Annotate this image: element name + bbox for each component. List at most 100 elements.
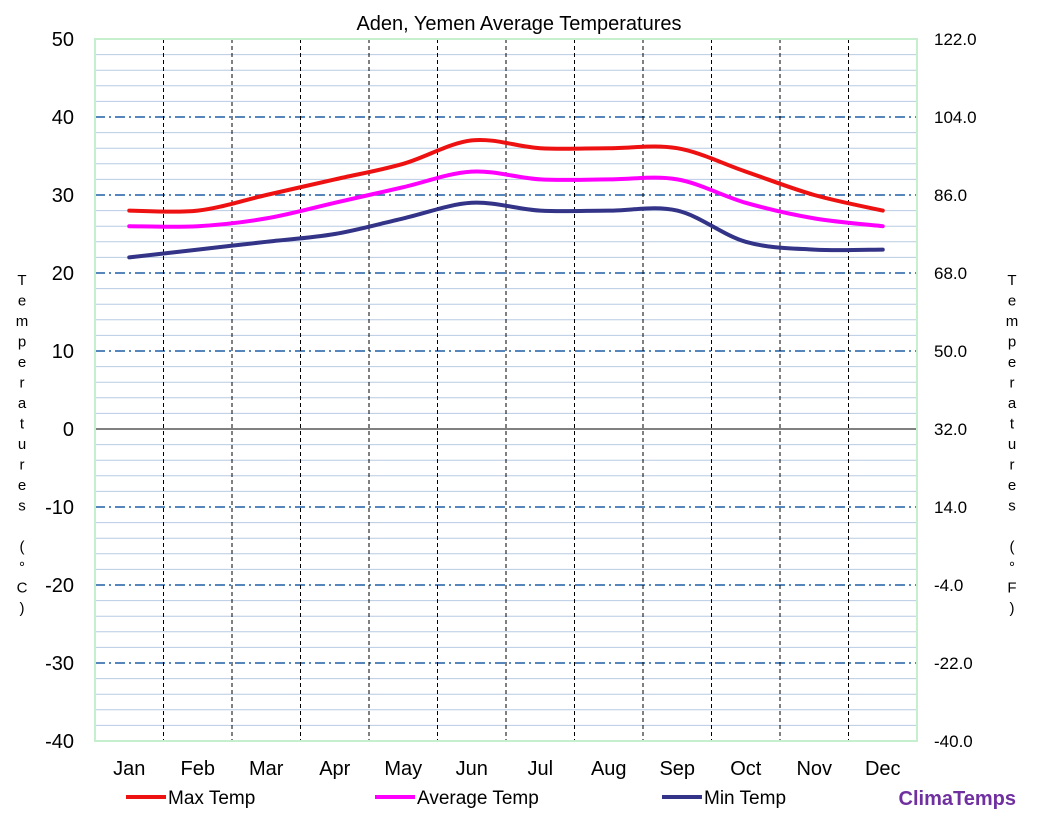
left-tick-label: -30 bbox=[45, 653, 74, 675]
max-temp-point bbox=[881, 209, 885, 213]
axis-label-char: s bbox=[1008, 498, 1016, 515]
average-temp-point bbox=[127, 224, 131, 228]
max-temp-point bbox=[812, 193, 816, 197]
left-tick-label: 40 bbox=[52, 107, 74, 129]
month-tick-label: Jul bbox=[527, 758, 553, 780]
left-axis-ticks: 50 40 30 20 10 0 -10 -20 -30 -40 bbox=[45, 29, 74, 753]
axis-label-char: e bbox=[18, 477, 26, 494]
month-dividers bbox=[163, 39, 849, 741]
right-tick-label: 86.0 bbox=[934, 186, 967, 205]
brand-label: ClimaTemps bbox=[899, 788, 1016, 810]
min-temp-point bbox=[881, 248, 885, 252]
max-temp-point bbox=[675, 146, 679, 150]
max-temp-point bbox=[264, 193, 268, 197]
max-temp-point bbox=[196, 209, 200, 213]
right-tick-label: 104.0 bbox=[934, 108, 977, 127]
average-temp-point bbox=[333, 201, 337, 205]
axis-label-char: t bbox=[1010, 416, 1015, 433]
axis-label-char: T bbox=[1007, 272, 1016, 289]
right-tick-label: 14.0 bbox=[934, 498, 967, 517]
axis-label-char: t bbox=[20, 416, 25, 433]
right-axis-label: Temperatures(°F) bbox=[1006, 272, 1019, 617]
month-tick-label: Aug bbox=[591, 758, 627, 780]
left-tick-label: 0 bbox=[63, 419, 74, 441]
month-tick-label: Jun bbox=[456, 758, 488, 780]
average-temp-point bbox=[538, 177, 542, 181]
min-temp-legend-label: Min Temp bbox=[704, 788, 786, 809]
axis-label-char: m bbox=[16, 313, 29, 330]
right-tick-label: -22.0 bbox=[934, 654, 973, 673]
min-temp-point bbox=[196, 248, 200, 252]
average-temp-legend-label: Average Temp bbox=[417, 788, 539, 809]
min-temp-point bbox=[744, 240, 748, 244]
axis-label-char: s bbox=[18, 498, 26, 515]
left-tick-label: -40 bbox=[45, 731, 74, 753]
min-temp-point bbox=[675, 209, 679, 213]
right-axis-ticks: 122.0 104.0 86.0 68.0 50.0 32.0 14.0 -4.0 -22.0 -… bbox=[934, 30, 977, 751]
chart-title: Aden, Yemen Average Temperatures bbox=[356, 13, 681, 35]
max-temp-point bbox=[333, 177, 337, 181]
axis-label-char: u bbox=[18, 436, 26, 453]
max-temp-point bbox=[607, 146, 611, 150]
left-tick-label: -10 bbox=[45, 497, 74, 519]
axis-label-char: u bbox=[1008, 436, 1016, 453]
right-tick-label: -4.0 bbox=[934, 576, 963, 595]
average-temp-point bbox=[744, 201, 748, 205]
max-temp-line bbox=[127, 137, 885, 214]
axis-label-char: m bbox=[1006, 313, 1019, 330]
average-temp-point bbox=[881, 224, 885, 228]
min-temp-point bbox=[264, 240, 268, 244]
month-tick-label: Nov bbox=[796, 758, 832, 780]
axis-label-char: ( bbox=[1010, 539, 1015, 556]
axis-label-char: e bbox=[18, 293, 26, 310]
min-temp-point bbox=[607, 209, 611, 213]
left-tick-label: 20 bbox=[52, 263, 74, 285]
min-temp-point bbox=[401, 216, 405, 220]
month-tick-label: Apr bbox=[319, 758, 350, 780]
axis-label-char: a bbox=[1008, 395, 1017, 412]
left-axis-label: Temperatures(°C) bbox=[16, 272, 29, 617]
average-temp-point bbox=[607, 177, 611, 181]
right-tick-label: 122.0 bbox=[934, 30, 977, 49]
right-tick-label: 68.0 bbox=[934, 264, 967, 283]
left-tick-label: -20 bbox=[45, 575, 74, 597]
axis-label-char: T bbox=[17, 272, 26, 289]
axis-label-char: r bbox=[20, 457, 25, 474]
legend: Max Temp Average Temp Min Temp bbox=[126, 788, 786, 809]
average-temp-point bbox=[196, 224, 200, 228]
max-temp-point bbox=[470, 138, 474, 142]
axis-label-char: F bbox=[1007, 580, 1016, 597]
average-temp-line bbox=[127, 169, 885, 229]
min-temp-point bbox=[127, 255, 131, 259]
min-temp-point bbox=[333, 232, 337, 236]
min-temp-point bbox=[470, 201, 474, 205]
axis-label-char: e bbox=[1008, 477, 1016, 494]
average-temp-point bbox=[812, 216, 816, 220]
min-temp-line bbox=[127, 200, 885, 260]
max-temp-point bbox=[538, 146, 542, 150]
axis-label-char: ( bbox=[20, 539, 25, 556]
axis-label-char: r bbox=[1010, 375, 1015, 392]
left-tick-label: 30 bbox=[52, 185, 74, 207]
average-temp-point bbox=[470, 170, 474, 174]
max-temp-point bbox=[744, 170, 748, 174]
month-axis-ticks: Jan Feb Mar Apr May Jun Jul Aug Sep Oct Nov Dec bbox=[113, 758, 900, 780]
axis-label-char: p bbox=[1008, 334, 1016, 351]
average-temp-point bbox=[264, 216, 268, 220]
month-tick-label: Mar bbox=[249, 758, 284, 780]
axis-label-char: a bbox=[18, 395, 27, 412]
average-temp-point bbox=[401, 185, 405, 189]
left-tick-label: 50 bbox=[52, 29, 74, 51]
max-temp-legend-label: Max Temp bbox=[168, 788, 255, 809]
max-temp-point bbox=[127, 209, 131, 213]
axis-label-char: ° bbox=[1009, 559, 1015, 576]
month-tick-label: Sep bbox=[659, 758, 695, 780]
axis-label-char: e bbox=[18, 354, 26, 371]
month-tick-label: Feb bbox=[181, 758, 215, 780]
axis-label-char: C bbox=[17, 580, 28, 597]
series-lines bbox=[127, 137, 885, 260]
axis-label-char: p bbox=[18, 334, 26, 351]
axis-label-char: e bbox=[1008, 354, 1016, 371]
min-temp-point bbox=[812, 248, 816, 252]
